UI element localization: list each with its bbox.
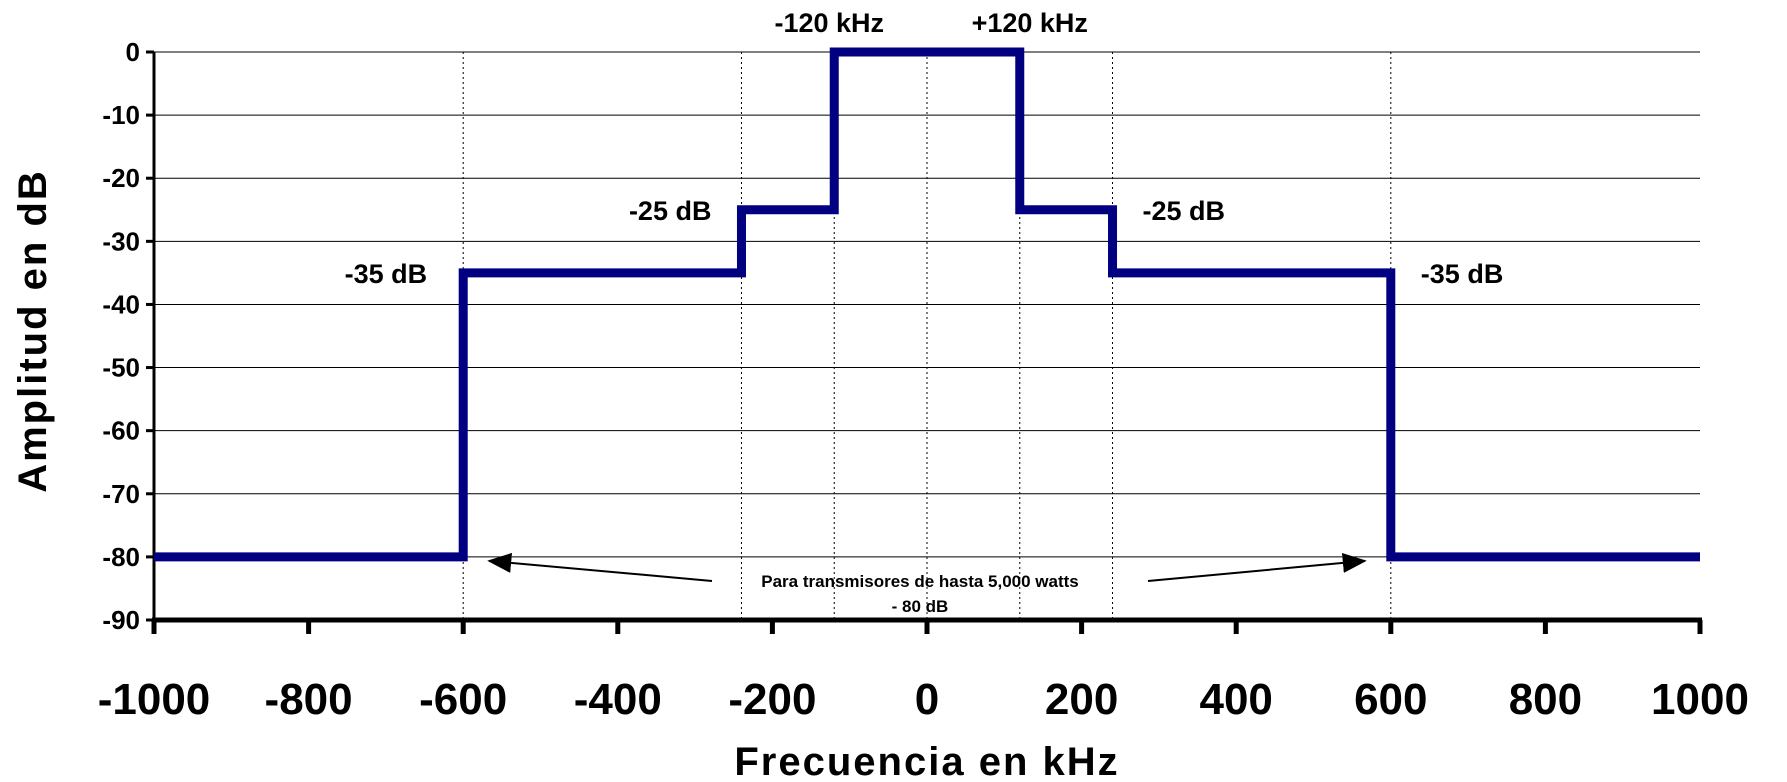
y-tick-label: -80 xyxy=(102,542,140,572)
x-tick-label: -400 xyxy=(574,675,662,724)
x-tick-label: -600 xyxy=(419,675,507,724)
x-tick-label: -1000 xyxy=(98,675,211,724)
x-tick-label: 800 xyxy=(1509,675,1582,724)
y-tick-label: -70 xyxy=(102,479,140,509)
y-tick-label: -10 xyxy=(102,100,140,130)
y-axis-title: Amplitud en dB xyxy=(11,169,55,493)
x-tick-label: 0 xyxy=(915,675,939,724)
y-tick-label: -50 xyxy=(102,353,140,383)
x-tick-label: 200 xyxy=(1045,675,1118,724)
left-note-arrow xyxy=(487,552,713,582)
y-tick-label: -30 xyxy=(102,226,140,256)
y-tick-label: -60 xyxy=(102,416,140,446)
annotation-right-minus-25db: -25 dB xyxy=(1143,196,1226,226)
y-tick-label: 0 xyxy=(126,37,140,67)
x-tick-label: -800 xyxy=(265,675,353,724)
transmitter-note-line1: Para transmisores de hasta 5,000 watts xyxy=(761,572,1079,591)
y-tick-label: -40 xyxy=(102,289,140,319)
transmitter-note-line2: - 80 dB xyxy=(892,597,949,616)
annotation-minus-120khz: -120 kHz xyxy=(774,8,884,38)
x-tick-label: 1000 xyxy=(1651,675,1749,724)
x-tick-label: 600 xyxy=(1354,675,1427,724)
y-tick-label: -20 xyxy=(102,163,140,193)
x-tick-label: -200 xyxy=(728,675,816,724)
right-note-arrow xyxy=(1147,552,1367,582)
annotation-left-minus-25db: -25 dB xyxy=(629,196,712,226)
x-tick-label: 400 xyxy=(1199,675,1272,724)
y-tick-label: -90 xyxy=(102,605,140,635)
annotation-plus-120khz: +120 kHz xyxy=(972,8,1088,38)
x-axis-title: Frecuencia en kHz xyxy=(734,740,1119,782)
spectrum-mask-line xyxy=(154,47,1700,562)
annotation-right-minus-35db: -35 dB xyxy=(1421,259,1504,289)
annotation-left-minus-35db: -35 dB xyxy=(345,259,428,289)
